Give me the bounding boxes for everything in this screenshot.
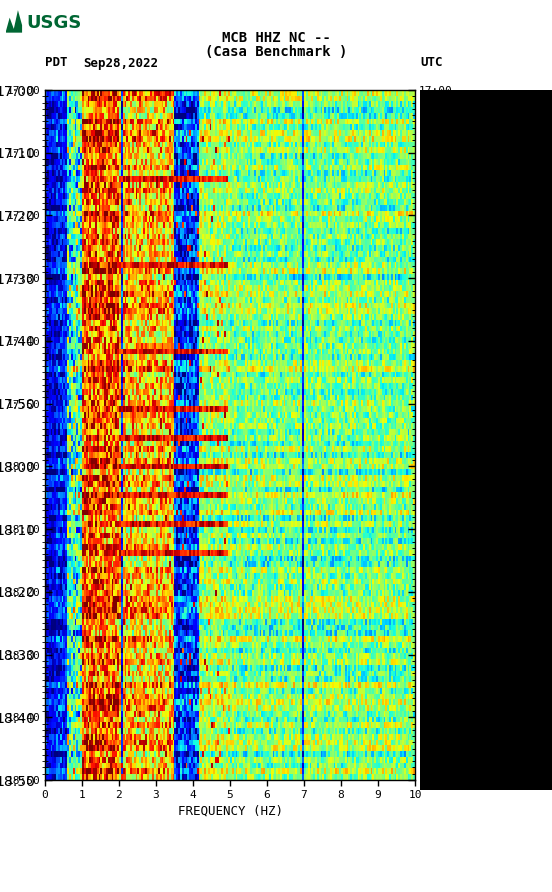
Text: PDT: PDT — [45, 56, 67, 70]
Text: MCB HHZ NC --: MCB HHZ NC -- — [221, 31, 331, 45]
Polygon shape — [6, 10, 22, 33]
Text: (Casa Benchmark ): (Casa Benchmark ) — [205, 45, 347, 59]
Text: USGS: USGS — [26, 14, 82, 32]
Text: Sep28,2022: Sep28,2022 — [84, 56, 158, 70]
Text: UTC: UTC — [421, 56, 443, 70]
X-axis label: FREQUENCY (HZ): FREQUENCY (HZ) — [178, 805, 283, 818]
